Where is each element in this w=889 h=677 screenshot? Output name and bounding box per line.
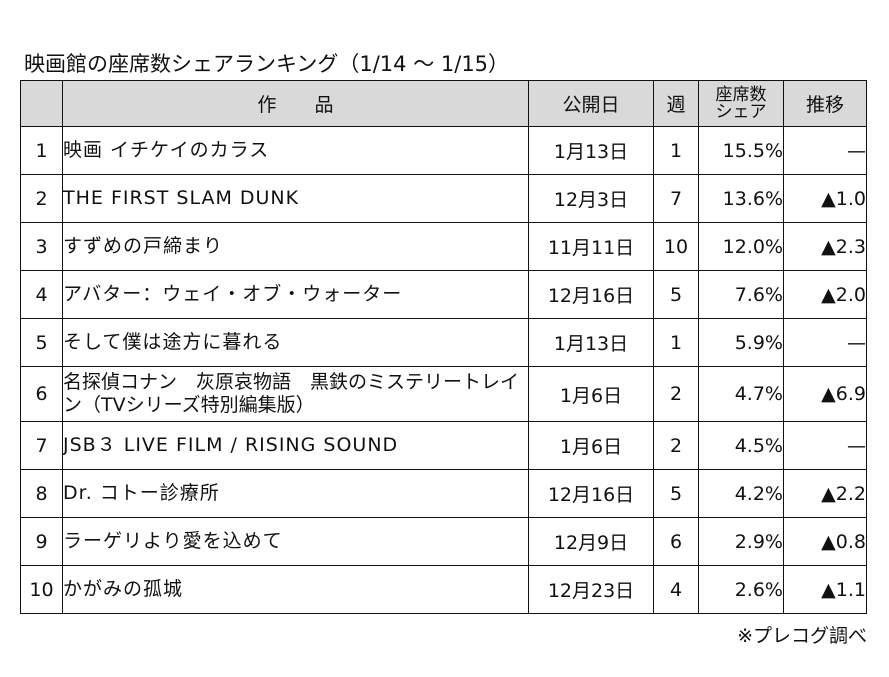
rank-cell: 5 <box>20 318 63 367</box>
header-trend: 推移 <box>783 80 867 127</box>
header-share-line1: 座席数 <box>715 84 767 105</box>
header-work: 作 品 <box>62 80 529 127</box>
trend-cell: ▲0.8 <box>783 517 867 566</box>
trend-cell: ▲2.0 <box>783 270 867 319</box>
week-cell: 6 <box>653 517 699 566</box>
share-cell: 7.6% <box>698 270 784 319</box>
title-cell: かがみの孤城 <box>62 565 529 614</box>
release-cell: 12月9日 <box>528 517 654 566</box>
title-cell: THE FIRST SLAM DUNK <box>62 174 529 223</box>
release-cell: 12月3日 <box>528 174 654 223</box>
release-cell: 1月13日 <box>528 126 654 175</box>
share-cell: 2.9% <box>698 517 784 566</box>
rank-cell: 2 <box>20 174 63 223</box>
share-cell: 2.6% <box>698 565 784 614</box>
rank-cell: 1 <box>20 126 63 175</box>
table-row: 8 Dr. コトー診療所 12月16日 5 4.2% ▲2.2 <box>20 469 867 518</box>
trend-cell: — <box>783 421 867 470</box>
table-row: 5 そして僕は途方に暮れる 1月13日 1 5.9% — <box>20 318 867 367</box>
title-cell: そして僕は途方に暮れる <box>62 318 529 367</box>
week-cell: 4 <box>653 565 699 614</box>
trend-cell: — <box>783 126 867 175</box>
table-row: 6 名探偵コナン 灰原哀物語 黒鉄のミステリートレイン（TVシリーズ特別編集版）… <box>20 366 867 422</box>
share-cell: 5.9% <box>698 318 784 367</box>
week-cell: 2 <box>653 421 699 470</box>
rank-cell: 6 <box>20 366 63 422</box>
release-cell: 12月23日 <box>528 565 654 614</box>
header-release: 公開日 <box>528 80 654 127</box>
release-cell: 12月16日 <box>528 270 654 319</box>
table-row: 3 すずめの戸締まり 11月11日 10 12.0% ▲2.3 <box>20 222 867 271</box>
table-row: 4 アバター：ウェイ・オブ・ウォーター 12月16日 5 7.6% ▲2.0 <box>20 270 867 319</box>
trend-cell: ▲6.9 <box>783 366 867 422</box>
title-cell: すずめの戸締まり <box>62 222 529 271</box>
week-cell: 10 <box>653 222 699 271</box>
rank-cell: 9 <box>20 517 63 566</box>
week-cell: 1 <box>653 318 699 367</box>
trend-cell: — <box>783 318 867 367</box>
source-note: ※プレコグ調べ <box>737 625 867 647</box>
table-header-row: 作 品 公開日 週 座席数 シェア 推移 <box>20 80 867 127</box>
header-week: 週 <box>653 80 699 127</box>
week-cell: 2 <box>653 366 699 422</box>
week-cell: 1 <box>653 126 699 175</box>
share-cell: 4.7% <box>698 366 784 422</box>
share-cell: 15.5% <box>698 126 784 175</box>
week-cell: 7 <box>653 174 699 223</box>
rank-cell: 7 <box>20 421 63 470</box>
release-cell: 12月16日 <box>528 469 654 518</box>
share-cell: 4.2% <box>698 469 784 518</box>
rank-cell: 10 <box>20 565 63 614</box>
trend-cell: ▲2.3 <box>783 222 867 271</box>
table-row: 9 ラーゲリより愛を込めて 12月9日 6 2.9% ▲0.8 <box>20 517 867 566</box>
week-cell: 5 <box>653 469 699 518</box>
rank-cell: 4 <box>20 270 63 319</box>
release-cell: 1月13日 <box>528 318 654 367</box>
title-cell: 名探偵コナン 灰原哀物語 黒鉄のミステリートレイン（TVシリーズ特別編集版） <box>62 366 529 422</box>
share-cell: 4.5% <box>698 421 784 470</box>
release-cell: 11月11日 <box>528 222 654 271</box>
title-cell: ラーゲリより愛を込めて <box>62 517 529 566</box>
table-row: 2 THE FIRST SLAM DUNK 12月3日 7 13.6% ▲1.0 <box>20 174 867 223</box>
trend-cell: ▲2.2 <box>783 469 867 518</box>
rank-cell: 3 <box>20 222 63 271</box>
release-cell: 1月6日 <box>528 366 654 422</box>
title-cell: JSB３ LIVE FILM / RISING SOUND <box>62 421 529 470</box>
page-title: 映画館の座席数シェアランキング（1/14 ～ 1/15） <box>24 52 510 76</box>
header-rank <box>20 80 63 127</box>
rank-cell: 8 <box>20 469 63 518</box>
trend-cell: ▲1.1 <box>783 565 867 614</box>
title-cell: Dr. コトー診療所 <box>62 469 529 518</box>
release-cell: 1月6日 <box>528 421 654 470</box>
week-cell: 5 <box>653 270 699 319</box>
share-cell: 13.6% <box>698 174 784 223</box>
header-share-line2: シェア <box>715 101 767 122</box>
title-cell: 映画 イチケイのカラス <box>62 126 529 175</box>
ranking-table: 作 品 公開日 週 座席数 シェア 推移 1 映画 イチケイのカラス 1月13日… <box>20 80 867 614</box>
table-row: 7 JSB３ LIVE FILM / RISING SOUND 1月6日 2 4… <box>20 421 867 470</box>
title-cell: アバター：ウェイ・オブ・ウォーター <box>62 270 529 319</box>
trend-cell: ▲1.0 <box>783 174 867 223</box>
table-row: 10 かがみの孤城 12月23日 4 2.6% ▲1.1 <box>20 565 867 614</box>
header-share: 座席数 シェア <box>698 80 784 127</box>
share-cell: 12.0% <box>698 222 784 271</box>
table-row: 1 映画 イチケイのカラス 1月13日 1 15.5% — <box>20 126 867 175</box>
